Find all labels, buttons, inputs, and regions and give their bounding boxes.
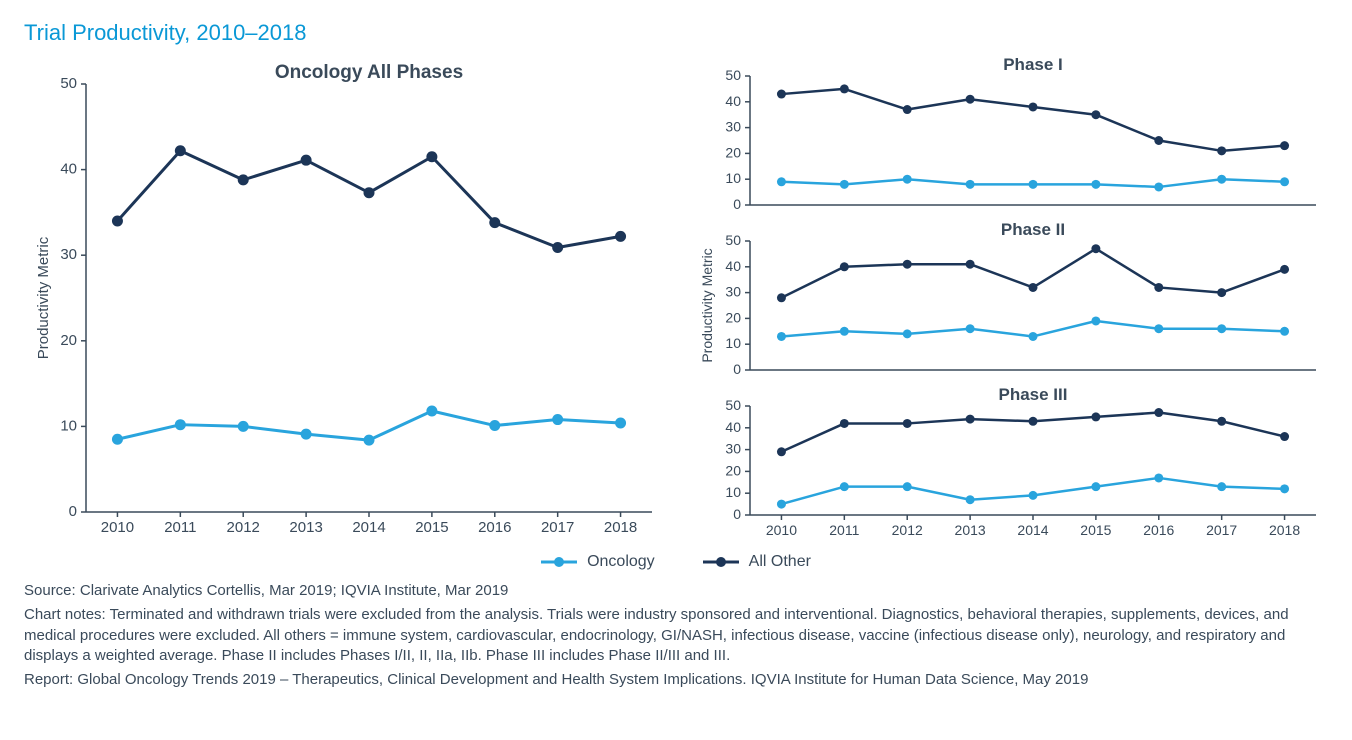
svg-text:2017: 2017 <box>541 519 574 536</box>
main-chart-svg: Oncology All Phases 0 10 20 30 40 50 2010 2011 20… <box>24 50 664 540</box>
small-chart-phase3: Phase III 0 10 20 30 40 50 2010 2011 2012 2013 2014… <box>688 380 1328 543</box>
page-title: Trial Productivity, 2010–2018 <box>24 20 1328 46</box>
svg-text:10: 10 <box>725 170 741 186</box>
small-chart-phase1: Phase I 0 10 20 30 40 50 <box>688 50 1328 213</box>
svg-text:50: 50 <box>725 232 741 248</box>
footer-notes: Chart notes: Terminated and withdrawn tr… <box>24 605 1328 666</box>
svg-text:20: 20 <box>725 462 741 478</box>
svg-text:30: 30 <box>60 246 77 263</box>
svg-text:2012: 2012 <box>892 522 923 538</box>
svg-text:30: 30 <box>725 441 741 457</box>
svg-text:Phase I: Phase I <box>1003 55 1063 74</box>
svg-text:Productivity Metric: Productivity Metric <box>35 236 52 359</box>
svg-text:Phase II: Phase II <box>1001 220 1065 239</box>
svg-text:Phase III: Phase III <box>999 385 1068 404</box>
svg-text:50: 50 <box>725 397 741 413</box>
svg-text:2012: 2012 <box>227 519 260 536</box>
svg-text:0: 0 <box>733 506 741 522</box>
svg-text:2016: 2016 <box>1143 522 1174 538</box>
svg-text:2015: 2015 <box>415 519 448 536</box>
svg-text:10: 10 <box>60 417 77 434</box>
svg-text:Productivity Metric: Productivity Metric <box>699 248 715 362</box>
svg-text:2013: 2013 <box>955 522 986 538</box>
svg-text:0: 0 <box>69 503 77 520</box>
svg-text:2014: 2014 <box>1017 522 1048 538</box>
legend-item-allother: All Other <box>703 553 811 571</box>
svg-text:2010: 2010 <box>101 519 134 536</box>
small-chart-phase2: Phase II 0 10 20 30 40 50 Productivity Metric <box>688 215 1328 378</box>
svg-text:0: 0 <box>733 361 741 377</box>
svg-text:40: 40 <box>725 258 741 274</box>
svg-text:2015: 2015 <box>1080 522 1111 538</box>
legend-label-oncology: Oncology <box>587 553 655 571</box>
svg-text:2017: 2017 <box>1206 522 1237 538</box>
svg-text:40: 40 <box>60 161 77 178</box>
footer-report: Report: Global Oncology Trends 2019 – Th… <box>24 670 1328 690</box>
svg-text:20: 20 <box>725 309 741 325</box>
svg-text:50: 50 <box>725 67 741 83</box>
small-charts-panel: Phase I 0 10 20 30 40 50 Phase II 0 10 20 30 40 50 Pr… <box>688 50 1328 545</box>
svg-text:20: 20 <box>60 332 77 349</box>
svg-text:0: 0 <box>733 196 741 212</box>
svg-text:20: 20 <box>725 144 741 160</box>
svg-text:2014: 2014 <box>352 519 385 536</box>
legend-swatch-allother <box>703 555 739 569</box>
svg-text:10: 10 <box>725 484 741 500</box>
footer-source: Source: Clarivate Analytics Cortellis, M… <box>24 581 1328 601</box>
svg-text:30: 30 <box>725 119 741 135</box>
charts-container: Oncology All Phases010203040502010201120… <box>24 50 1328 545</box>
legend-item-oncology: Oncology <box>541 553 655 571</box>
svg-text:2016: 2016 <box>478 519 511 536</box>
svg-text:40: 40 <box>725 419 741 435</box>
svg-text:50: 50 <box>60 75 77 92</box>
svg-text:2011: 2011 <box>829 522 859 538</box>
svg-text:30: 30 <box>725 284 741 300</box>
legend: Oncology All Other <box>24 553 1328 571</box>
svg-text:Oncology All Phases: Oncology All Phases <box>275 62 463 83</box>
main-chart-panel: Oncology All Phases 0 10 20 30 40 50 2010 2011 20… <box>24 50 664 545</box>
svg-text:2011: 2011 <box>164 519 196 536</box>
svg-text:2013: 2013 <box>289 519 322 536</box>
svg-text:2018: 2018 <box>1269 522 1300 538</box>
svg-text:2010: 2010 <box>766 522 797 538</box>
svg-text:40: 40 <box>725 93 741 109</box>
legend-swatch-oncology <box>541 555 577 569</box>
legend-label-allother: All Other <box>749 553 811 571</box>
svg-text:2018: 2018 <box>604 519 637 536</box>
svg-text:10: 10 <box>725 335 741 351</box>
